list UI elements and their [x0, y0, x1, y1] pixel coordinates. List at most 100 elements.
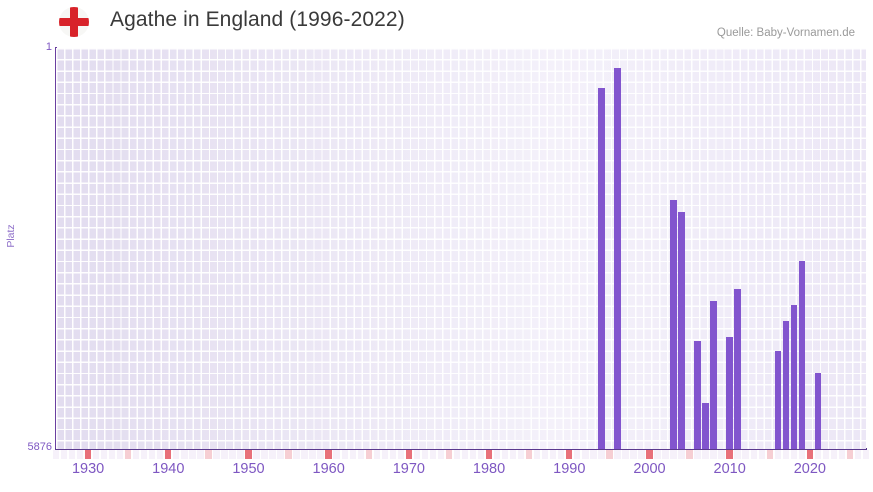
x-axis-tick — [758, 450, 765, 459]
x-axis-tick — [790, 450, 798, 459]
x-axis-tick — [253, 450, 260, 459]
x-axis-tick — [285, 450, 292, 459]
x-axis-tick-label: 1930 — [71, 461, 105, 477]
x-axis-tick — [854, 450, 862, 459]
x-axis-tick — [100, 450, 108, 459]
x-axis-tick — [734, 450, 741, 459]
x-axis-tick — [437, 450, 445, 459]
x-axis-tick — [525, 450, 533, 459]
x-axis-tick — [453, 450, 461, 459]
x-axis-tick — [301, 450, 308, 459]
x-axis-tick — [389, 450, 397, 459]
x-axis-tick — [550, 450, 557, 459]
x-axis-tick — [213, 450, 220, 459]
source-note: Quelle: Baby-Vornamen.de — [716, 27, 855, 39]
x-axis-tick — [325, 450, 332, 459]
x-axis-tick — [461, 450, 469, 459]
x-axis-tick-label: 1990 — [553, 461, 586, 477]
x-axis-tick — [149, 450, 156, 459]
x-axis-tick — [221, 450, 228, 459]
bar — [798, 260, 806, 449]
x-axis-tick — [590, 450, 597, 459]
x-axis-tick — [397, 450, 405, 459]
x-axis-tick — [614, 450, 621, 459]
x-axis-tick — [806, 450, 814, 459]
bar — [678, 212, 685, 449]
x-axis-tick — [501, 450, 509, 459]
x-axis-tick — [269, 450, 276, 459]
x-axis-tick — [517, 450, 525, 459]
x-axis-tick — [173, 450, 180, 459]
bar — [694, 340, 701, 449]
x-axis-tick — [124, 450, 132, 459]
x-axis-tick — [60, 450, 68, 459]
x-axis-tick — [846, 450, 854, 459]
x-axis-tick — [333, 450, 340, 459]
y-axis-title: Platz — [5, 224, 17, 248]
bar — [710, 300, 717, 449]
x-axis-tick — [405, 450, 413, 459]
x-axis-tick — [365, 450, 372, 459]
x-axis-tick — [782, 450, 789, 459]
x-axis-line — [55, 448, 867, 450]
x-axis-tick — [710, 450, 717, 459]
x-axis-tick — [277, 450, 284, 459]
x-axis-tick — [750, 450, 757, 459]
x-axis-tick — [132, 450, 140, 459]
bar — [814, 372, 822, 449]
bars-layer — [56, 48, 866, 449]
x-axis-tick — [261, 450, 268, 459]
x-axis-tick — [533, 450, 541, 459]
england-flag-icon — [59, 7, 89, 37]
x-axis-tick — [485, 450, 493, 459]
bar — [790, 304, 798, 449]
x-axis-tick — [493, 450, 501, 459]
x-axis-tick-label: 2020 — [793, 461, 826, 477]
x-axis-tick — [822, 450, 830, 459]
bar — [702, 402, 709, 449]
x-axis-tick — [429, 450, 437, 459]
x-axis-tick — [558, 450, 565, 459]
x-axis-tick — [381, 450, 388, 459]
x-axis-tick — [702, 450, 709, 459]
x-axis-tick — [670, 450, 677, 459]
x-axis-tick — [566, 450, 573, 459]
x-axis-tick — [646, 450, 653, 459]
x-axis-tick — [349, 450, 356, 459]
bar — [598, 88, 605, 449]
x-axis-tick — [862, 450, 870, 459]
x-axis-tick — [237, 450, 244, 459]
x-axis-tick — [116, 450, 124, 459]
bar — [614, 68, 621, 449]
x-axis-tick — [469, 450, 477, 459]
y-axis-tick-top: 1 — [45, 41, 52, 53]
flag-cross-vertical — [70, 7, 78, 37]
x-axis-tick — [622, 450, 629, 459]
x-axis-tick — [718, 450, 725, 459]
x-axis-tick — [774, 450, 781, 459]
x-axis-tick-label: 1980 — [472, 461, 506, 477]
x-axis-ticks — [52, 450, 870, 459]
x-axis-tick — [157, 450, 164, 459]
x-axis-tick — [742, 450, 749, 459]
x-axis-tick — [726, 450, 733, 459]
bar — [782, 320, 789, 449]
x-axis-tick — [229, 450, 236, 459]
chart-header: Agathe in England (1996-2022) Quelle: Ba… — [0, 0, 873, 46]
bar — [774, 350, 781, 449]
x-axis-tick — [542, 450, 549, 459]
x-axis-tick-label: 1940 — [152, 461, 185, 477]
x-axis-tick — [678, 450, 685, 459]
x-axis-tick — [76, 450, 84, 459]
x-axis-tick-label: 1950 — [232, 461, 265, 477]
x-axis-tick — [84, 450, 92, 459]
x-axis-tick — [798, 450, 806, 459]
x-axis-tick — [582, 450, 589, 459]
x-axis-tick — [830, 450, 838, 459]
x-axis-tick — [630, 450, 637, 459]
x-axis-tick — [477, 450, 485, 459]
x-axis-tick — [574, 450, 581, 459]
x-axis-tick — [68, 450, 76, 459]
x-axis-tick — [141, 450, 148, 459]
x-axis-tick — [197, 450, 204, 459]
